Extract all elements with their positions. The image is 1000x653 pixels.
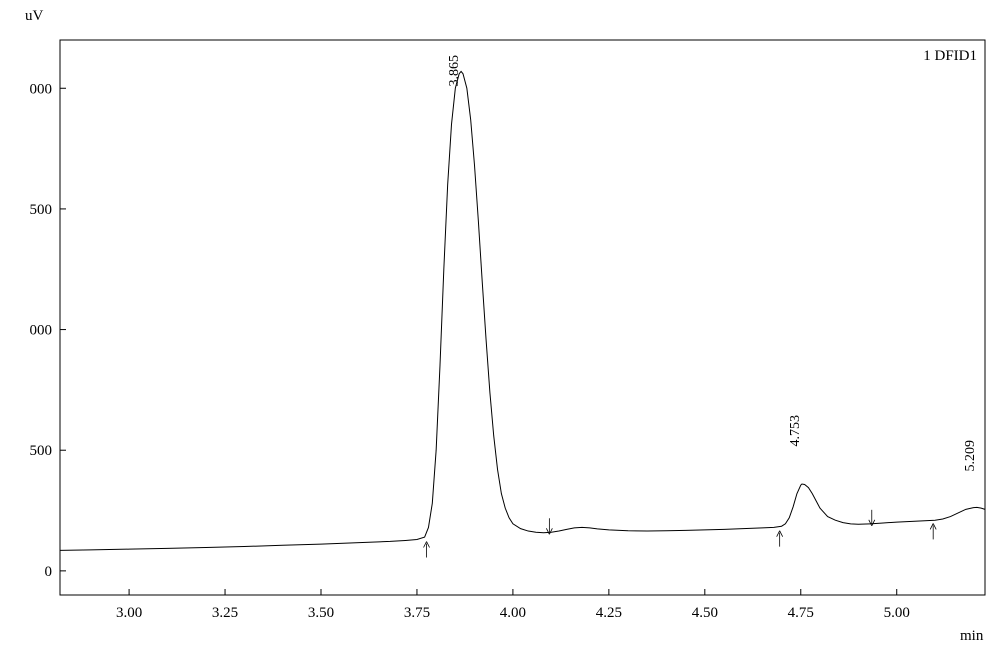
x-tick-label: 4.25	[596, 605, 622, 621]
corner-label: 1 DFID1	[923, 48, 977, 64]
x-tick-label: 3.50	[308, 605, 334, 621]
y-tick-label: 500	[30, 443, 53, 459]
x-tick-label: 4.00	[500, 605, 526, 621]
x-tick-label: 3.25	[212, 605, 238, 621]
x-tick-label: 3.00	[116, 605, 142, 621]
y-tick-label: 500	[30, 202, 53, 218]
x-tick-label: 4.50	[692, 605, 718, 621]
x-tick-label: 5.00	[884, 605, 910, 621]
y-unit-label: uV	[25, 8, 44, 24]
chromatogram-chart: uV min 1 DFID1 3.00 3.25 3.50 3.75 4.00 4.25 4.50…	[0, 0, 1000, 653]
peak-label: 5.209	[963, 440, 978, 472]
chart-svg: uV min 1 DFID1 3.00 3.25 3.50 3.75 4.00 4.25 4.50…	[0, 0, 1000, 653]
y-tick-label: 0	[45, 564, 53, 580]
y-tick-label: 000	[30, 81, 53, 97]
x-tick-label: 4.75	[788, 605, 814, 621]
chromatogram-trace	[60, 71, 985, 550]
plot-frame	[60, 40, 985, 595]
y-tick-label: 000	[30, 323, 53, 339]
x-unit-label: min	[960, 628, 984, 644]
peak-label: 3.865	[447, 55, 462, 87]
x-tick-label: 3.75	[404, 605, 430, 621]
peak-label: 4.753	[788, 415, 803, 447]
